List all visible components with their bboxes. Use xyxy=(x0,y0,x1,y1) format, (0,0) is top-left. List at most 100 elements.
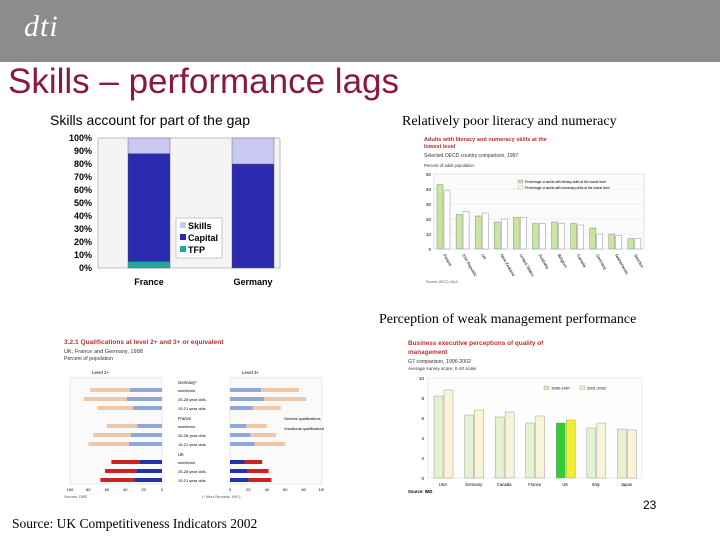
x-tick-label: France xyxy=(528,482,542,487)
bar-general-right xyxy=(230,478,249,482)
bar-numeracy xyxy=(577,224,584,250)
y-tick-label: 10 xyxy=(419,376,425,381)
x-tick-label-left: 60 xyxy=(105,487,110,492)
bar-literacy xyxy=(570,223,577,250)
plot-area xyxy=(427,377,643,479)
y-tick-label: 10% xyxy=(74,250,92,260)
source-note-left: Sources: DfEE xyxy=(64,495,88,499)
y-axis-label: Average survey score, 0-10 scale xyxy=(408,366,477,371)
y-tick-label: 80% xyxy=(74,159,92,169)
row-label: 25-28 year olds xyxy=(178,433,206,438)
legend-vocational: Vocational qualifications xyxy=(284,427,324,431)
x-tick-label: United States xyxy=(518,253,535,277)
bar-general-right xyxy=(230,433,251,437)
y-tick-label: 90% xyxy=(74,146,92,156)
x-tick-label: Canada xyxy=(497,482,512,487)
bar-vocational-left xyxy=(90,388,130,392)
row-label: 25-28 year olds xyxy=(178,397,206,402)
legend-swatch-numeracy xyxy=(517,185,524,190)
x-tick-label: Sweden xyxy=(633,253,645,269)
plot-area-right xyxy=(229,377,323,485)
x-tick-label: Poland xyxy=(442,253,453,267)
row-label: workforce xyxy=(178,388,196,393)
chart-subtitle: UK, France and Germany, 1998 xyxy=(64,349,143,355)
bar-numeracy xyxy=(596,233,603,250)
skills-stacked-chart: 0% 10% 20% 30% 40% 50% 60% 70% 80% 90% 100% France G… xyxy=(69,133,281,287)
bar-japan-1996 xyxy=(617,428,627,479)
x-tick-label-left: 0 xyxy=(161,487,164,492)
x-tick-label-right: 80 xyxy=(301,487,306,492)
bar-skills-germany xyxy=(231,137,275,165)
bar-capital-france xyxy=(127,153,171,262)
bar-vocational-left xyxy=(104,469,137,473)
row-label: 19-21 year olds xyxy=(178,442,206,447)
x-tick-label: Australia xyxy=(538,253,551,270)
page-number: 23 xyxy=(643,498,657,512)
row-label: 19-21 year olds xyxy=(178,406,206,411)
bar-capital-germany xyxy=(231,163,275,269)
legend-general: General qualifications xyxy=(284,417,321,421)
legend-swatch-1996 xyxy=(543,385,550,390)
y-tick-label: 20% xyxy=(74,237,92,247)
bar-numeracy xyxy=(539,223,546,250)
y-tick-label: 50% xyxy=(74,198,92,208)
chart-subtitle: Selected OECD country comparison, 1997 xyxy=(424,153,518,159)
y-tick-label: 100% xyxy=(69,133,92,143)
bar-japan-2001 xyxy=(627,429,637,479)
bar-vocational-left xyxy=(97,406,134,410)
bar-vocational-left xyxy=(100,478,135,482)
bar-numeracy xyxy=(634,238,642,250)
bar-vocational-right xyxy=(248,478,272,482)
x-tick-label: UK xyxy=(562,482,568,487)
x-tick-label: Belgium xyxy=(557,253,569,269)
bar-general-right xyxy=(230,397,265,401)
bar-general-right xyxy=(230,469,248,473)
bar-numeracy xyxy=(501,218,508,250)
bar-general-left xyxy=(133,406,162,410)
bar-italy-2001 xyxy=(596,422,607,479)
chart-title: Adults with literacy and numeracy skills… xyxy=(424,137,547,143)
y-tick-label: 70% xyxy=(74,172,92,182)
x-tick-label: Germany xyxy=(233,277,272,287)
group-label: UK xyxy=(178,452,184,457)
chart-source: Source: IMD xyxy=(408,489,432,494)
bar-uk-2001 xyxy=(566,419,576,479)
y-tick-label: 0 xyxy=(428,247,431,252)
group-label: Germany* xyxy=(178,380,197,385)
x-tick-label-right: 40 xyxy=(265,487,270,492)
bar-numeracy xyxy=(443,190,451,250)
bar-numeracy xyxy=(615,235,623,250)
legend-label-tfp: TFP xyxy=(188,245,205,255)
legend-label-skills: Skills xyxy=(188,221,212,231)
x-tick-label: Irish Republic xyxy=(461,253,478,277)
bar-general-right xyxy=(230,424,247,428)
bar-vocational-right xyxy=(254,442,286,446)
bar-vocational-right xyxy=(261,388,299,392)
x-tick-label: New Zealand xyxy=(499,253,516,277)
row-label: workforce xyxy=(178,424,196,429)
label-management: Perception of weak management performanc… xyxy=(379,312,637,327)
bar-canada-2001 xyxy=(504,411,515,479)
legend-swatch-skills xyxy=(180,222,186,228)
bar-germany-2001 xyxy=(474,409,484,479)
footnote: Source: OECD, IALS xyxy=(426,280,458,284)
bar-vocational-left xyxy=(88,442,129,446)
x-tick-label: USA xyxy=(439,482,448,487)
bar-italy-1996 xyxy=(586,427,597,479)
bar-tfp-france xyxy=(127,261,171,269)
label-skills-gap: Skills account for part of the gap xyxy=(50,112,250,128)
literacy-chart: Adults with literacy and numeracy skills… xyxy=(424,137,645,284)
bar-vocational-left xyxy=(83,397,127,401)
y-tick-label: 8 xyxy=(421,396,424,401)
legend-label-1996: 1996-1997 xyxy=(551,386,571,391)
bar-general-left xyxy=(139,460,162,464)
bar-literacy xyxy=(532,223,539,250)
bar-literacy xyxy=(513,217,520,250)
y-tick-label: 4 xyxy=(421,436,424,441)
legend-swatch-capital xyxy=(180,234,186,240)
chart-subsubtitle: Percent of population xyxy=(64,356,113,362)
bar-usa-1996 xyxy=(433,395,444,479)
bar-general-right xyxy=(230,442,255,446)
bar-germany-1996 xyxy=(464,414,474,479)
bar-numeracy xyxy=(481,212,489,250)
